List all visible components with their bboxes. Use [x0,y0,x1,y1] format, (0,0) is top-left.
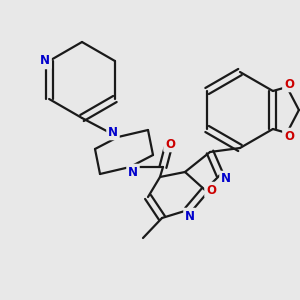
Text: N: N [128,166,138,178]
Text: N: N [185,209,195,223]
Text: N: N [108,125,118,139]
Text: O: O [284,77,294,91]
Text: O: O [206,184,216,196]
Text: O: O [284,130,294,142]
Text: N: N [221,172,231,185]
Text: O: O [165,137,175,151]
Text: N: N [40,55,50,68]
